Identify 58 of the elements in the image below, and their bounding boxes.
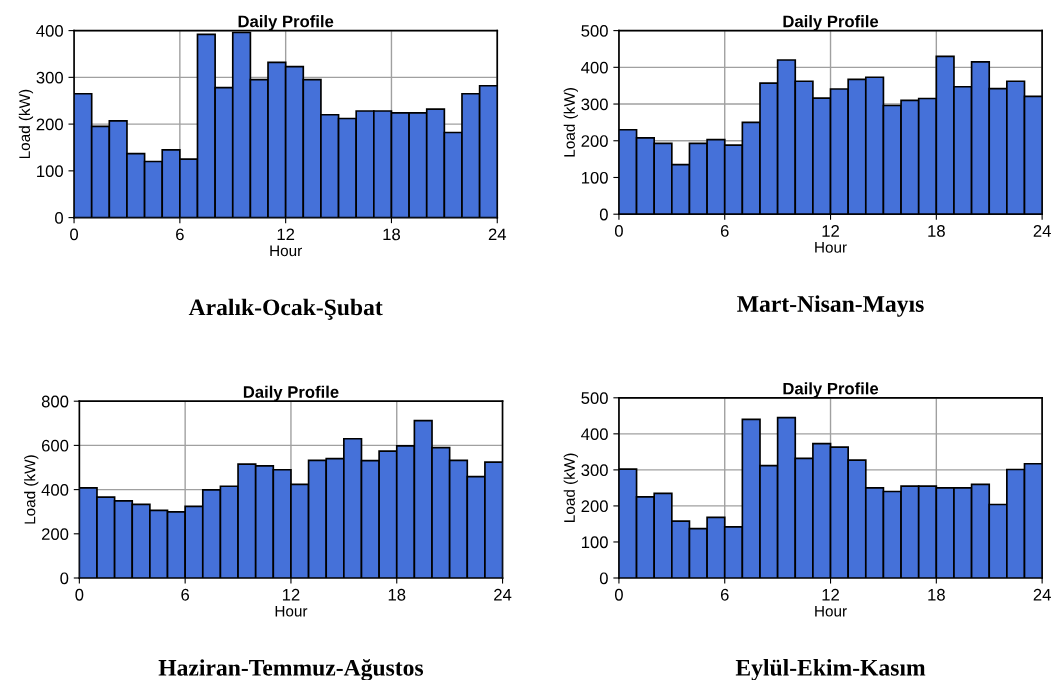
y-axis-title: Load (kW): [24, 455, 39, 524]
x-tick-label: 24: [1033, 588, 1051, 601]
text: Haziran-Temmuz-Ağustos: [158, 658, 424, 680]
y-tick-label: 200: [36, 118, 63, 131]
y-tick-label: 0: [55, 212, 63, 224]
x-tick-label: 12: [277, 228, 295, 241]
x-axis-title: Hour: [270, 245, 302, 257]
x-tick-label: 6: [176, 228, 184, 241]
text: Aralık-Ocak-Şubat: [188, 298, 383, 320]
chart-title: Daily Profile: [243, 385, 339, 402]
x-tick-label: 6: [720, 225, 729, 237]
y-tick-label: 600: [41, 439, 69, 452]
x-tick-label: 18: [388, 588, 406, 601]
y-tick-label: 500: [581, 392, 608, 404]
y-tick-label: 200: [581, 135, 608, 147]
x-tick-label: 18: [383, 228, 401, 241]
y-tick-label: 800: [41, 395, 69, 408]
chart-title: Daily Profile: [783, 15, 879, 31]
text: Mart-Nisan-Mayıs: [737, 295, 924, 317]
chart-title: Daily Profile: [783, 382, 879, 398]
x-tick-label: 0: [614, 588, 623, 601]
x-tick-label: 24: [488, 228, 507, 241]
y-tick-label: 400: [41, 484, 69, 496]
y-tick-label: 100: [581, 536, 608, 549]
x-tick-label: 18: [928, 588, 945, 601]
y-tick-label: 400: [581, 61, 608, 74]
y-tick-label: 0: [599, 572, 608, 585]
y-tick-label: 300: [581, 464, 608, 477]
x-tick-label: 6: [181, 588, 190, 601]
y-tick-label: 200: [41, 528, 69, 540]
chart-title: Daily Profile: [238, 15, 334, 31]
x-tick-label: 0: [75, 588, 84, 601]
x-tick-label: 12: [822, 225, 839, 237]
y-tick-label: 400: [581, 428, 608, 441]
y-tick-label: 200: [581, 500, 608, 513]
y-axis-title: Load (kW): [563, 88, 578, 157]
y-axis-title: Load (kW): [563, 453, 578, 522]
x-tick-label: 0: [614, 225, 623, 237]
x-tick-label: 24: [494, 588, 512, 601]
y-axis-title: Load (kW): [18, 89, 34, 159]
x-tick-label: 12: [822, 588, 839, 601]
y-tick-label: 100: [581, 171, 608, 184]
y-tick-label: 300: [36, 71, 63, 84]
x-axis-title: Hour: [815, 242, 847, 253]
x-axis-title: Hour: [815, 605, 847, 617]
y-tick-label: 0: [60, 572, 69, 585]
x-tick-label: 6: [720, 588, 729, 601]
y-tick-label: 100: [37, 165, 63, 178]
y-tick-label: 300: [581, 98, 608, 111]
x-tick-label: 0: [70, 228, 79, 241]
x-tick-label: 24: [1033, 225, 1051, 237]
x-tick-label: 18: [928, 225, 945, 237]
x-tick-label: 12: [282, 588, 300, 601]
y-tick-label: 400: [36, 25, 63, 37]
text: Eylül-Ekim-Kasım: [735, 659, 926, 680]
x-axis-title: Hour: [275, 605, 308, 617]
y-tick-label: 500: [581, 25, 608, 37]
y-tick-label: 0: [599, 208, 608, 221]
